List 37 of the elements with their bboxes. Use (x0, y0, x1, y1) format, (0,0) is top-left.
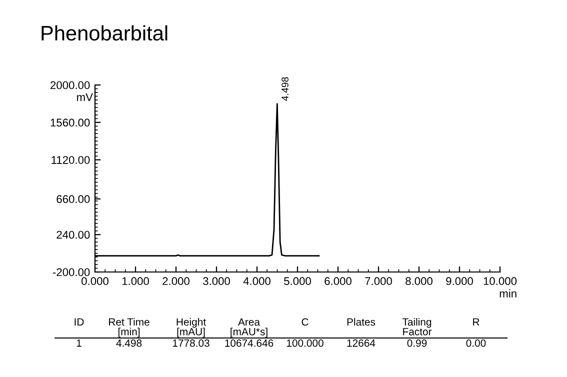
text: 100.000 (286, 339, 324, 347)
text: 4.498 (116, 339, 142, 347)
text: 0.00 (466, 339, 486, 347)
text: 0.99 (407, 339, 427, 347)
y-axis-title: mV (77, 93, 93, 101)
y-tick-label: 1120.00 (52, 156, 90, 164)
x-tick-label: 6.000 (324, 277, 352, 286)
x-tick-label: 3.000 (203, 277, 230, 286)
x-tick-label: 10.000 (484, 277, 517, 286)
chart-title: Phenobarbital (42, 25, 168, 41)
annotation: 4.498 (282, 77, 288, 101)
text: 12664 (347, 339, 376, 347)
y-tick-label: 240.00 (56, 230, 90, 239)
x-axis-title: min (500, 289, 516, 298)
text: Plates (347, 318, 376, 326)
text: Area [mAU*s] (230, 318, 268, 338)
text: C (302, 318, 308, 326)
text: 1778.03 (172, 339, 210, 347)
text: R (473, 318, 480, 326)
x-tick-label: 4.000 (243, 277, 270, 286)
text: 1 (76, 340, 82, 347)
text: Ret Time [min] (109, 318, 150, 338)
x-tick-label: 1.000 (122, 277, 149, 286)
x-tick-label: 9.000 (446, 277, 473, 286)
text: Tailing Factor (402, 318, 432, 336)
x-tick-label: 5.000 (284, 277, 311, 286)
y-tick-label: 660.00 (56, 195, 90, 204)
x-tick-label: 0.000 (82, 277, 108, 286)
y-tick-label: -200.00 (52, 268, 90, 276)
text: ID (74, 318, 84, 326)
x-tick-label: 2.000 (162, 277, 190, 286)
x-tick-label: 7.000 (365, 277, 392, 286)
y-tick-label: 2000.00 (50, 81, 90, 90)
text: Height [mAU] (176, 318, 206, 338)
y-tick-label: 1560.00 (50, 118, 90, 127)
x-tick-label: 8.000 (406, 277, 432, 286)
text: 10674.646 (225, 339, 274, 347)
